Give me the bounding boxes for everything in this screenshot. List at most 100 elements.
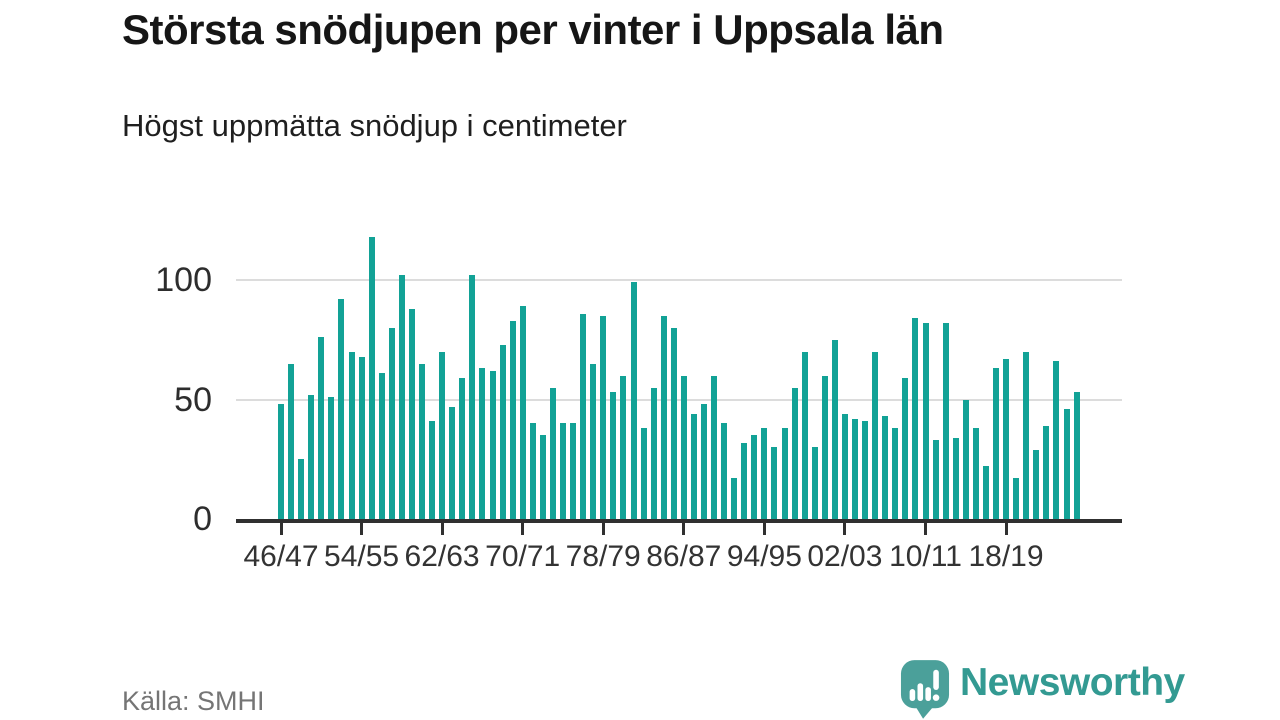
bar-65-66 (469, 275, 476, 519)
bar-05-06 (872, 351, 879, 519)
bar-18-19 (1003, 358, 1009, 519)
x-label-62-63: 62/63 (404, 540, 480, 573)
bar-72-73 (539, 435, 546, 520)
bar-63-64 (449, 406, 456, 519)
x-label-78-79: 78/79 (565, 540, 641, 573)
bar-60-61 (419, 363, 425, 519)
bar-69-70 (509, 320, 516, 519)
x-tick-78-79 (601, 523, 605, 535)
bar-06-07 (882, 416, 889, 519)
bar-88-89 (700, 404, 707, 519)
bar-77-78 (590, 363, 597, 519)
bar-49-50 (308, 394, 315, 519)
x-tick-54-55 (360, 523, 364, 535)
bar-71-72 (529, 423, 536, 519)
bar-47-48 (288, 363, 295, 519)
bar-95-96 (771, 447, 778, 519)
bar-10-11 (922, 323, 929, 519)
bar-46-47 (278, 404, 284, 519)
x-tick-10-11 (924, 523, 927, 535)
bar-16-17 (982, 466, 989, 519)
bar-73-74 (549, 387, 556, 519)
bar-58-59 (398, 275, 405, 519)
bar-85-86 (670, 327, 677, 519)
bar-89-90 (711, 375, 717, 519)
x-label-54-55: 54/55 (324, 540, 400, 573)
bar-15-16 (972, 428, 979, 519)
bar-50-51 (318, 337, 325, 519)
x-label-18-19: 18/19 (968, 540, 1044, 573)
bar-99-00 (811, 447, 818, 519)
bar-24-25 (1063, 409, 1070, 519)
bar-48-49 (298, 459, 305, 520)
x-tick-18-19 (1004, 523, 1008, 535)
bar-04-05 (862, 421, 869, 519)
x-label-86-87: 86/87 (646, 540, 722, 573)
newsworthy-wordmark: Newsworthy (960, 661, 1185, 704)
x-tick-70-71 (521, 523, 525, 535)
bar-78-79 (600, 315, 607, 520)
bar-93-94 (751, 435, 758, 520)
bar-23-24 (1053, 361, 1060, 519)
chart-subtitle: Högst uppmätta snödjup i centimeter (122, 108, 627, 143)
bar-56-57 (378, 373, 385, 519)
bar-92-93 (741, 442, 748, 519)
bar-09-10 (912, 318, 919, 519)
x-tick-02-03 (843, 523, 847, 535)
bar-52-53 (338, 299, 345, 519)
bar-79-80 (610, 392, 617, 519)
bar-00-01 (821, 375, 828, 519)
bar-75-76 (570, 423, 576, 519)
bar-83-84 (650, 387, 657, 519)
bar-53-54 (348, 351, 355, 519)
bar-98-99 (801, 351, 808, 519)
bar-81-82 (630, 282, 637, 519)
gridline-50 (236, 398, 1122, 401)
x-label-94-95: 94/95 (726, 540, 802, 573)
x-label-02-03: 02/03 (807, 540, 883, 573)
x-tick-86-87 (682, 523, 686, 535)
bar-91-92 (731, 478, 738, 519)
x-axis-line (236, 519, 1122, 523)
bar-97-98 (791, 387, 798, 519)
x-tick-46-47 (279, 523, 283, 535)
newsworthy-bars-icon (900, 660, 950, 719)
bar-94-95 (761, 428, 768, 519)
bar-70-71 (519, 306, 526, 519)
bar-64-65 (459, 378, 466, 519)
bar-74-75 (560, 423, 566, 519)
y-axis-label-0: 0 (193, 500, 212, 538)
gridline-100 (236, 279, 1122, 281)
bar-87-88 (690, 413, 697, 519)
bar-80-81 (620, 375, 627, 519)
bar-55-56 (368, 237, 375, 519)
source-label: Källa: SMHI (122, 686, 265, 716)
bar-96-97 (781, 428, 788, 519)
bar-76-77 (580, 313, 587, 519)
bar-61-62 (429, 421, 436, 519)
bar-59-60 (408, 308, 415, 519)
x-tick-94-95 (762, 523, 766, 535)
bar-86-87 (680, 375, 687, 519)
chart-title: Största snödjupen per vinter i Uppsala l… (122, 6, 944, 53)
bar-51-52 (328, 397, 335, 519)
bar-02-03 (841, 413, 848, 519)
x-label-10-11: 10/11 (889, 540, 962, 573)
x-label-46-47: 46/47 (243, 540, 319, 573)
bar-68-69 (499, 344, 506, 519)
bar-07-08 (892, 428, 899, 519)
bar-82-83 (640, 428, 647, 519)
bar-13-14 (952, 437, 959, 519)
bar-01-02 (831, 339, 838, 520)
bar-19-20 (1013, 478, 1020, 519)
bar-11-12 (932, 440, 939, 519)
x-label-70-71: 70/71 (485, 540, 561, 573)
bar-62-63 (439, 351, 446, 519)
bar-22-23 (1043, 425, 1050, 519)
bar-14-15 (962, 399, 969, 519)
bar-67-68 (489, 370, 496, 519)
bar-57-58 (388, 327, 395, 519)
bar-08-09 (902, 378, 909, 519)
